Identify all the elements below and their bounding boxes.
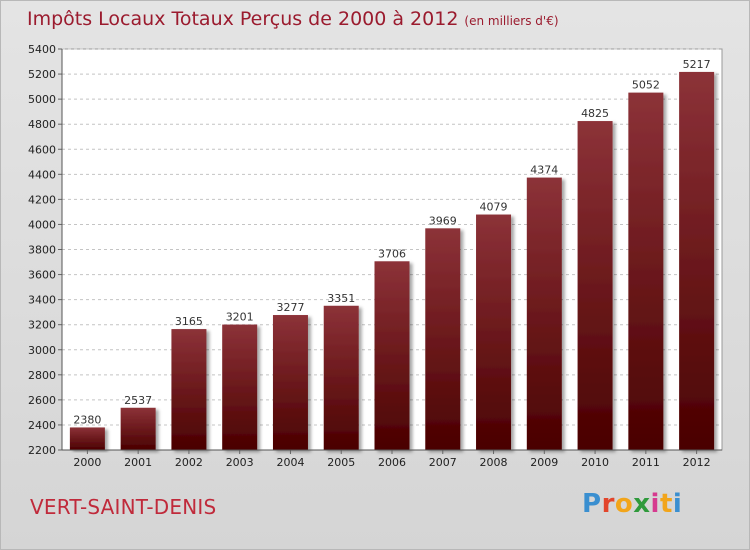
value-label-2007: 3969: [429, 214, 457, 227]
x-tick-label-2008: 2008: [480, 456, 508, 469]
logo-letter: P: [582, 489, 602, 519]
y-tick-label: 3000: [28, 344, 56, 357]
logo-letter: i: [672, 489, 683, 519]
logo-letter: i: [650, 489, 660, 519]
proxiti-logo[interactable]: Proxiti: [582, 489, 682, 519]
y-tick-label: 2200: [28, 444, 56, 457]
value-label-2003: 3201: [226, 311, 254, 324]
x-tick-label-2006: 2006: [378, 456, 406, 469]
x-tick-label-2012: 2012: [683, 456, 711, 469]
value-label-2005: 3351: [327, 292, 355, 305]
value-label-2008: 4079: [480, 201, 508, 214]
value-label-2001: 2537: [124, 394, 152, 407]
x-tick-label-2009: 2009: [530, 456, 558, 469]
y-tick-label: 4800: [28, 118, 56, 131]
value-label-2004: 3277: [276, 301, 304, 314]
x-tick-label-2011: 2011: [632, 456, 660, 469]
y-tick-label: 4600: [28, 143, 56, 156]
y-tick-label: 5400: [28, 43, 56, 56]
logo-letter: x: [633, 489, 651, 519]
y-tick-label: 2800: [28, 369, 56, 382]
bar-2009[interactable]: [526, 177, 562, 450]
bar-2007[interactable]: [425, 228, 461, 450]
y-tick-label: 3400: [28, 294, 56, 307]
x-tick-label-2005: 2005: [327, 456, 355, 469]
y-tick-label: 4000: [28, 218, 56, 231]
y-tick-label: 2400: [28, 419, 56, 432]
x-tick-label-2001: 2001: [124, 456, 152, 469]
bar-2002[interactable]: [171, 329, 207, 450]
value-label-2002: 3165: [175, 315, 203, 328]
bar-2008[interactable]: [476, 214, 512, 450]
bar-2010[interactable]: [577, 121, 613, 450]
y-tick-label: 4400: [28, 168, 56, 181]
x-tick-label-2010: 2010: [581, 456, 609, 469]
bar-2003[interactable]: [222, 324, 258, 450]
bar-2004[interactable]: [272, 315, 308, 450]
bars: 2380 2537 3165 3201 3277 3351 3706 3969 4079 4374…: [69, 58, 715, 450]
bar-2011[interactable]: [628, 92, 664, 450]
logo-letter: o: [614, 489, 634, 519]
bar-2006[interactable]: [374, 261, 410, 450]
x-tick-label-2002: 2002: [175, 456, 203, 469]
y-tick-label: 5200: [28, 68, 56, 81]
value-label-2010: 4825: [581, 107, 609, 120]
bar-2001[interactable]: [120, 407, 156, 450]
y-tick-label: 3800: [28, 244, 56, 257]
logo-letter: r: [601, 489, 615, 519]
chart-title-row: Impôts Locaux Totaux Perçus de 2000 à 20…: [27, 8, 559, 30]
x-tick-label-2004: 2004: [276, 456, 304, 469]
value-label-2009: 4374: [530, 164, 558, 177]
bar-2012[interactable]: [679, 71, 715, 450]
y-tick-label: 3600: [28, 269, 56, 282]
bar-2000[interactable]: [69, 427, 105, 450]
axes: 2200 2400 2600 2800 3000 3200 3400 3600 3800 4000…: [28, 43, 722, 469]
value-label-2012: 5217: [683, 58, 711, 71]
y-tick-label: 5000: [28, 93, 56, 106]
y-tick-label: 2600: [28, 394, 56, 407]
chart-title: Impôts Locaux Totaux Perçus de 2000 à 20…: [27, 8, 459, 30]
logo-letter: t: [659, 489, 673, 519]
y-tick-label: 4200: [28, 193, 56, 206]
commune-name: VERT-SAINT-DENIS: [30, 495, 217, 519]
y-tick-label: 3200: [28, 319, 56, 332]
x-tick-label-2007: 2007: [429, 456, 457, 469]
x-tick-label-2000: 2000: [73, 456, 101, 469]
value-label-2000: 2380: [73, 413, 101, 426]
value-label-2011: 5052: [632, 79, 660, 92]
x-tick-label-2003: 2003: [226, 456, 254, 469]
chart-unit-note: (en milliers d'€): [464, 14, 559, 28]
value-label-2006: 3706: [378, 247, 406, 260]
bar-2005[interactable]: [323, 305, 359, 450]
